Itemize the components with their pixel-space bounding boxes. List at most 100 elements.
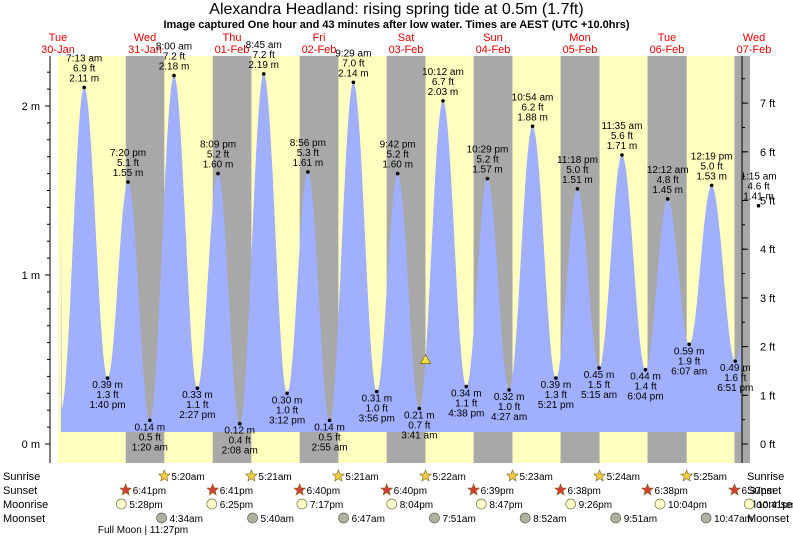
day-name: Tue [658, 32, 677, 44]
right-tick-label: 4 ft [760, 244, 775, 256]
high-tide-dot [261, 72, 266, 76]
tide-label: 8:45 am [246, 40, 282, 51]
tide-label: 9:29 am [335, 48, 371, 59]
sunset-icon [641, 483, 654, 496]
tide-label: 10:54 am [512, 92, 554, 103]
row-label-left: Sunrise [3, 471, 40, 483]
day-date: 06-Feb [650, 44, 685, 56]
moonrise-time: 6:25pm [220, 500, 253, 511]
tide-label: 1.0 ft [276, 405, 298, 416]
tide-label: 12:19 pm [691, 151, 733, 162]
moonrise-icon [475, 498, 487, 510]
tide-label: 1.41 m [743, 192, 774, 203]
sunrise-icon [506, 469, 519, 482]
tide-label: 2:08 am [222, 446, 258, 457]
moonrise-time: 10:41pm [757, 500, 793, 511]
tide-label: 1.3 ft [545, 390, 567, 401]
tide-label: 11:18 pm [557, 155, 598, 166]
tide-label: 1:20 am [132, 442, 168, 453]
moonrise-icon [654, 498, 666, 510]
moonset-time: 9:51am [624, 514, 657, 525]
tide-label: 8:56 pm [290, 138, 326, 149]
moon-phase-label: Full Moon | 11:27pm [98, 525, 188, 536]
moonset-icon [429, 512, 440, 524]
tide-label: 4.6 ft [747, 182, 769, 193]
tide-label: 8:09 pm [200, 140, 236, 151]
tide-label: 0.34 m [451, 389, 482, 400]
day-name: Sun [483, 32, 503, 44]
sunrise-icon [593, 469, 607, 482]
tide-label: 7.0 ft [342, 58, 364, 69]
row-label-right: Sunrise [747, 471, 784, 483]
sunrise-time: 5:21am [258, 472, 291, 483]
tide-label: 1:40 pm [89, 400, 125, 411]
day-date: 01-Feb [215, 44, 250, 56]
tide-label: 5.0 ft [566, 165, 588, 176]
tide-label: 0.12 m [224, 426, 255, 437]
left-tick-label: 0 m [22, 439, 40, 451]
tide-label: 6.2 ft [521, 102, 543, 113]
tide-area [60, 73, 742, 433]
sunset-time: 6:40pm [394, 486, 427, 497]
tide-label: 6:04 pm [627, 392, 663, 403]
tide-label: 0.14 m [314, 422, 345, 433]
tide-label: 7.2 ft [253, 50, 275, 61]
moonrise-time: 9:26pm [579, 500, 612, 511]
sunset-time: 6:41pm [220, 486, 253, 497]
sunrise-time: 5:20am [171, 472, 204, 483]
low-tide-dot [417, 406, 422, 411]
high-tide-dot [485, 176, 490, 181]
tide-label: 1.45 m [652, 185, 683, 196]
moonset-time: 6:47am [352, 514, 385, 525]
day-date: 05-Feb [563, 44, 598, 56]
tide-label: 11:35 am [602, 121, 643, 132]
tide-labels: 7:13 am6.9 ft2.11 m0.39 m1.3 ft1:40 pm7:… [66, 40, 776, 457]
right-tick-label: 6 ft [760, 147, 775, 159]
tide-label: 1.1 ft [455, 399, 477, 410]
sunrise-icon [680, 469, 694, 482]
moonset-icon [519, 512, 531, 524]
tide-label: 1.71 m [607, 141, 638, 152]
moonset-icon [247, 512, 258, 524]
tide-label: 1.57 m [472, 165, 503, 176]
right-tick-label: 2 ft [760, 342, 775, 354]
tide-label: 3:12 pm [269, 415, 305, 426]
tide-label: 0.14 m [135, 422, 166, 433]
tide-label: 1.60 m [382, 160, 413, 171]
tide-label: 2:27 pm [179, 410, 215, 421]
day-name: Mon [569, 32, 590, 44]
high-tide-dot [172, 73, 176, 78]
right-tick-label: 0 ft [760, 439, 775, 451]
tide-label: 6.7 ft [432, 77, 454, 88]
tide-label: 5:21 pm [538, 400, 574, 411]
tide-label: 1.0 ft [498, 402, 520, 413]
tide-label: 3:56 pm [359, 414, 395, 425]
day-name: Thu [223, 32, 242, 44]
sun-moon-rows: Sunrise Sunrise Sunset Sunset Moonrise Moonri… [3, 469, 793, 536]
high-tide-dot [82, 85, 86, 90]
sunset-icon [467, 483, 481, 496]
sunset-time: 6:40pm [307, 486, 340, 497]
tide-label: 0.49 m [720, 363, 751, 374]
tide-label: 5.1 ft [117, 158, 139, 169]
low-tide-dot [374, 389, 379, 394]
tide-label: 1.5 ft [588, 380, 610, 391]
chart-subtitle: Image captured One hour and 43 minutes a… [163, 19, 630, 31]
day-name: Sat [398, 32, 415, 44]
low-tide-dot [285, 391, 289, 396]
moonset-time: 7:51am [442, 514, 475, 525]
low-tide-dot [687, 342, 691, 347]
sunset-time: 6:39pm [481, 486, 514, 497]
sunset-time: 6:38pm [568, 486, 601, 497]
tide-label: 2.19 m [248, 60, 279, 71]
tide-curve-area [60, 73, 742, 433]
tide-label: 0.7 ft [408, 421, 430, 432]
sunrise-time: 5:21am [345, 472, 378, 483]
sunset-icon [293, 483, 307, 496]
tide-label: 0.30 m [272, 395, 303, 406]
tide-label: 0.4 ft [229, 436, 251, 447]
low-tide-dot [554, 376, 558, 380]
tide-label: 1.3 ft [96, 390, 118, 401]
low-tide-dot [195, 386, 200, 391]
moonset-icon [610, 512, 622, 524]
